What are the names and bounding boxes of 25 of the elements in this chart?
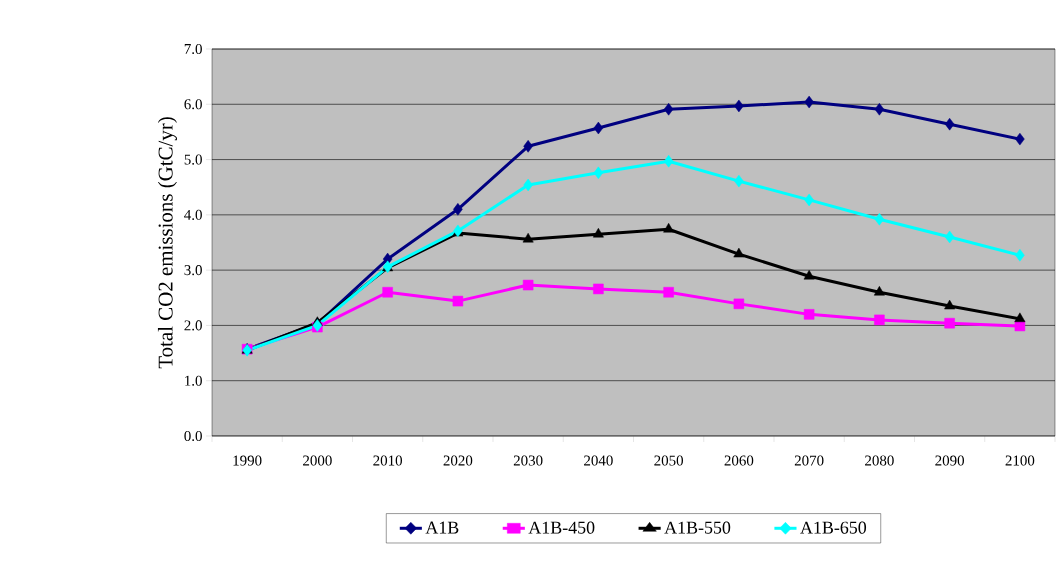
y-tick-label: 6.0 — [184, 99, 202, 110]
x-tick-label: 2080 — [865, 455, 894, 466]
x-tick-label: 2090 — [935, 455, 965, 466]
x-tick-label: 1990 — [233, 455, 262, 466]
legend-label: A1B-550 — [664, 521, 731, 534]
legend-label: A1B-450 — [528, 521, 595, 534]
x-tick-label: 2070 — [794, 455, 824, 466]
x-tick-label: 2030 — [513, 455, 543, 466]
x-tick-label: 2060 — [724, 455, 754, 466]
legend-label: A1B — [425, 521, 459, 534]
y-tick-label: 5.0 — [184, 154, 202, 165]
x-tick-label: 2040 — [584, 455, 613, 466]
y-tick-label: 7.0 — [184, 43, 202, 55]
y-axis-title: Total CO2 emissions (GtC/yr) — [157, 117, 177, 369]
y-tick-label: 3.0 — [184, 265, 202, 276]
x-tick-label: 2000 — [303, 455, 332, 466]
x-tick-label: 2050 — [654, 455, 684, 466]
y-tick-label: 2.0 — [184, 320, 202, 331]
x-tick-label: 2020 — [443, 455, 473, 466]
y-tick-label: 4.0 — [184, 209, 202, 220]
x-tick-label: 2100 — [1005, 455, 1035, 466]
legend-label: A1B-650 — [800, 521, 867, 534]
y-tick-label: 1.0 — [185, 375, 202, 386]
y-tick-label: 0.0 — [184, 430, 202, 442]
x-tick-label: 2010 — [373, 455, 403, 466]
